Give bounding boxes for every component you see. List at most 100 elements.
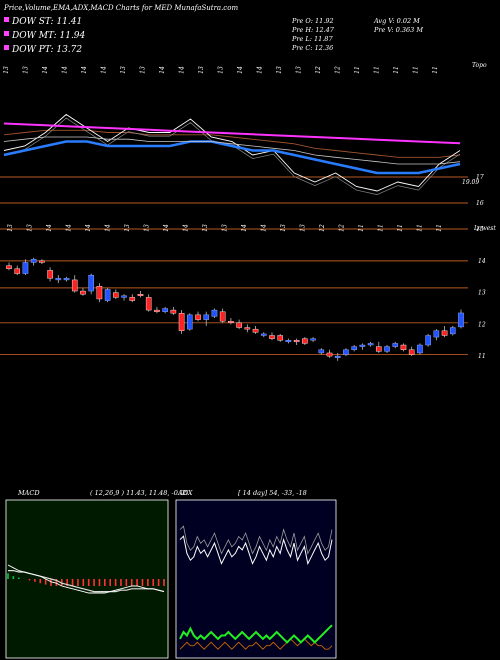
ema-date-label-top: 13 [120,66,127,74]
candle-body [244,327,251,330]
ema-price-line [3,113,461,192]
candle-body [170,309,177,314]
ema-date-label-bottom: 13 [124,224,131,232]
candle-body [458,312,464,328]
ema-date-label-bottom: 11 [397,224,404,232]
candle-body [71,279,78,292]
ema-date-label-bottom: 13 [144,224,151,232]
candle-body [310,338,316,341]
ema-date-label-top: 14 [62,66,69,74]
candle-body [417,344,423,354]
ema-date-label-top: 14 [101,66,108,74]
candle-body [145,297,152,311]
price-y-tick-label: 14 [478,258,486,265]
ema-date-label-bottom: 13 [27,224,34,232]
candle-body [400,344,407,350]
ema-date-label-bottom: 14 [85,224,92,232]
macd-label: MACD [17,489,40,497]
dow-st-label: DOW ST: 11.41 [11,17,82,27]
ema-y-tick-label: 17 [476,174,484,181]
dow-mt-swatch [4,31,9,36]
ema-date-label-bottom: 14 [163,224,170,232]
candle-body [449,327,456,335]
ema-y-tick-label: 15 [476,226,484,233]
ema-date-label-bottom: 14 [46,224,53,232]
ema-date-label-top: 12 [315,66,322,74]
candle-body [359,344,366,347]
candle-body [14,268,21,274]
candle-body [408,349,415,355]
candle-body [367,343,374,346]
candle-body [211,309,218,317]
candle-body [96,286,103,300]
ema-date-label-top: 11 [432,66,439,74]
candle-body [376,346,382,352]
candle-body [203,314,210,320]
candle-body [277,335,284,341]
candle-body [384,346,390,352]
ema-date-label-top: 13 [140,66,147,74]
candle-body [252,328,259,333]
candle-body [129,297,136,301]
ema-date-label-bottom: 12 [339,224,346,232]
candle-body [351,346,357,350]
plus-di-line [179,624,333,644]
ema-date-label-bottom: 14 [261,224,268,232]
ema-date-label-bottom: 12 [319,224,326,232]
candle-body [318,349,325,354]
ema-date-label-top: 13 [218,66,225,74]
adx-plot [179,525,333,650]
minus-di-line [179,638,333,650]
candle-body [6,265,12,270]
ema-date-label-top: 14 [179,66,186,74]
ema-date-label-top: 14 [257,66,264,74]
ema-slow-line [3,129,461,158]
candle-body [293,340,300,343]
candle-body [22,262,29,274]
adx-params: [ 14 day] 54, -33, -18 [238,489,307,497]
adx-shadow-line [179,525,333,555]
candle-body [186,314,193,330]
price-y-tick-label: 11 [478,353,486,360]
ema-date-label-bottom: 11 [358,224,365,232]
candle-body [219,311,226,322]
ema-date-label-top: 13 [276,66,283,74]
adx-label: ADX [177,489,193,497]
price-panel: 14 13 12 11 [0,257,486,361]
candle-body [30,259,37,263]
candle-body [80,290,86,295]
price-y-tick-label: 12 [478,321,486,328]
candle-body [113,292,119,298]
ema-date-label-bottom: 14 [105,224,112,232]
ema-date-label-top: 14 [42,66,49,74]
ema-date-label-bottom: 14 [241,224,248,232]
candle-body [343,349,349,355]
macd-plot [7,564,165,594]
candle-body [63,278,70,281]
candle-body [178,313,185,331]
candle-body [334,355,341,358]
ema-date-label-bottom: 13 [202,224,209,232]
ema-panel: 17 16 15 13 13 13 13 14 14 14 14 14 14 14 14 13 13 13 13 14… [0,66,484,233]
candle-body [392,343,399,347]
ema-date-label-top: 13 [296,66,303,74]
ema-date-label-top: 11 [393,66,400,74]
ema-date-label-bottom: 11 [436,224,443,232]
candle-body [55,278,62,281]
prev-open: Pre O: 11.92 [291,17,334,25]
prev-low: Pre L: 11.87 [291,35,333,43]
ema-date-label-bottom: 13 [7,224,14,232]
candle-body [162,308,168,312]
price-corner-label: Lowest [473,225,496,232]
ema-date-label-top: 14 [159,66,166,74]
macd-params: ( 12,26,9 ) 11.43, 11.48, -0.05 [90,489,188,497]
ema-short-line [3,140,461,175]
adx-frame [175,499,337,659]
candle-body [269,335,275,339]
ema-corner-label: Topo [472,62,487,69]
ema-date-label-top: 14 [81,66,88,74]
candle-body [260,333,267,336]
candle-body [47,270,53,279]
page-title: Price,Volume,EMA,ADX,MACD Charts for MED… [3,4,238,12]
